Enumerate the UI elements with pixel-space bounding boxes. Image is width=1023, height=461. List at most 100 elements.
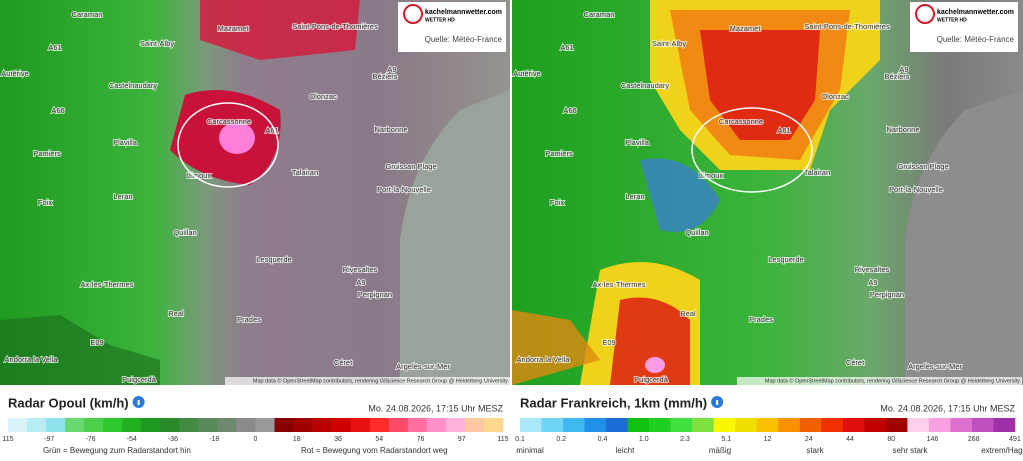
place-label: Argelès-sur-Mer xyxy=(396,362,450,371)
place-label: Gruissan Plage xyxy=(385,162,436,171)
scale-cell xyxy=(331,418,351,432)
scale-cell xyxy=(445,418,466,432)
place-label: Narbonne xyxy=(887,125,920,134)
place-label: Carcassonne xyxy=(719,117,763,126)
place-label: Real xyxy=(680,309,696,318)
place-label: Saint-Alby xyxy=(652,39,686,48)
place-label: Talairan xyxy=(292,168,318,177)
place-label: A66 xyxy=(51,106,64,115)
scale-cell xyxy=(179,418,199,432)
place-label: Olonzac xyxy=(821,92,849,101)
place-label: A9 xyxy=(899,65,908,74)
focus-circle xyxy=(177,102,279,188)
place-label: A66 xyxy=(563,106,576,115)
place-label: Leran xyxy=(113,192,132,201)
place-label: A61 xyxy=(265,126,278,135)
scale-cell xyxy=(864,418,887,432)
scale-caption: Grün = Bewegung zum Radarstandort hin xyxy=(43,446,191,455)
scale-label: 0 xyxy=(254,436,258,443)
scale-cell xyxy=(255,418,275,432)
place-label: Caraman xyxy=(584,10,615,19)
attribution: Map data © OpenStreetMap contributors, r… xyxy=(253,377,508,384)
scale-label: 18 xyxy=(293,436,301,443)
scale-label: -76 xyxy=(85,436,95,443)
scale-caption: stark xyxy=(806,446,824,455)
place-label: Saint-Pons-de-Thomières xyxy=(804,22,890,31)
place-label: A61 xyxy=(560,43,573,52)
scale-cell xyxy=(122,418,142,432)
scale-label: -97 xyxy=(44,436,54,443)
place-label: Gruissan Plage xyxy=(897,162,948,171)
place-label: Olonzac xyxy=(309,92,337,101)
scale-cell xyxy=(65,418,85,432)
attribution-bg xyxy=(737,377,1022,385)
scale-cell xyxy=(842,418,865,432)
place-label: A61 xyxy=(48,43,61,52)
place-label: Narbonne xyxy=(375,125,408,134)
scale-label: -36 xyxy=(168,436,178,443)
scale-label: 491 xyxy=(1009,436,1021,443)
scale-label: 0.4 xyxy=(598,436,608,443)
scale-cell xyxy=(713,418,736,432)
scale-label: 2.3 xyxy=(680,436,690,443)
place-label: A61 xyxy=(777,126,790,135)
scale-cell xyxy=(563,418,585,432)
focus-circle xyxy=(691,107,813,193)
place-label: Béziers xyxy=(372,72,397,81)
place-label: Ax-les-Thermes xyxy=(81,280,134,289)
place-label: Castelnaudary xyxy=(109,81,158,90)
place-label: Mazamet xyxy=(218,24,250,33)
scale-cell xyxy=(426,418,447,432)
scale-cell xyxy=(735,418,758,432)
scale-label: 97 xyxy=(458,436,466,443)
legend-title: Radar Opoul (km/h) xyxy=(8,395,129,410)
scale-cell xyxy=(369,418,390,432)
scale-cell xyxy=(46,418,66,432)
place-label: Prades xyxy=(749,315,773,324)
timestamp: Mo. 24.08.2026, 17:15 Uhr MESZ xyxy=(880,403,1015,413)
timestamp: Mo. 24.08.2026, 17:15 Uhr MESZ xyxy=(368,403,503,413)
scale-cell xyxy=(993,418,1016,432)
place-label: Andorra la Vella xyxy=(5,355,59,364)
place-label: Plavilla xyxy=(113,138,138,147)
place-label: A9 xyxy=(356,278,365,287)
place-label: Quillan xyxy=(173,228,196,237)
scale-label: 146 xyxy=(927,436,939,443)
scale-cell xyxy=(649,418,671,432)
right-map xyxy=(512,0,1023,385)
logo-icon xyxy=(403,4,423,24)
logo-sub: WETTER HD xyxy=(937,17,967,23)
scale-cell xyxy=(236,418,256,432)
place-label: Lesquerde xyxy=(256,255,291,264)
scale-cell xyxy=(350,418,371,432)
place-label: Mazamet xyxy=(730,24,762,33)
source: Quelle: Météo-France xyxy=(425,35,503,44)
scale-label: 5.1 xyxy=(721,436,731,443)
place-label: Plavilla xyxy=(625,138,650,147)
place-label: Puigcerdà xyxy=(122,375,157,384)
scale-caption: Rot = Bewegung vom Radarstandort weg xyxy=(301,446,448,455)
scale-cell xyxy=(778,418,801,432)
scale-caption: leicht xyxy=(616,446,635,455)
place-label: Ax-les-Thermes xyxy=(593,280,646,289)
scale-cell xyxy=(885,418,908,432)
place-label: Autérive xyxy=(1,69,29,78)
scale-cell xyxy=(627,418,650,432)
scale-caption: mäßig xyxy=(709,446,731,455)
scale-cell xyxy=(483,418,504,432)
scale-cell xyxy=(464,418,485,432)
place-label: Autérive xyxy=(513,69,541,78)
scale-label: 12 xyxy=(764,436,772,443)
place-label: Castelnaudary xyxy=(621,81,670,90)
place-label: Foix xyxy=(38,198,52,207)
place-label: Limoux xyxy=(187,171,211,180)
place-label: Céret xyxy=(846,358,865,367)
place-label: Saint-Alby xyxy=(140,39,174,48)
place-label: Rivesaltes xyxy=(855,265,890,274)
scale-cell xyxy=(141,418,161,432)
left-map xyxy=(0,0,510,385)
place-label: Talairan xyxy=(804,168,830,177)
logo-name: kachelmannwetter.com xyxy=(937,9,1014,16)
